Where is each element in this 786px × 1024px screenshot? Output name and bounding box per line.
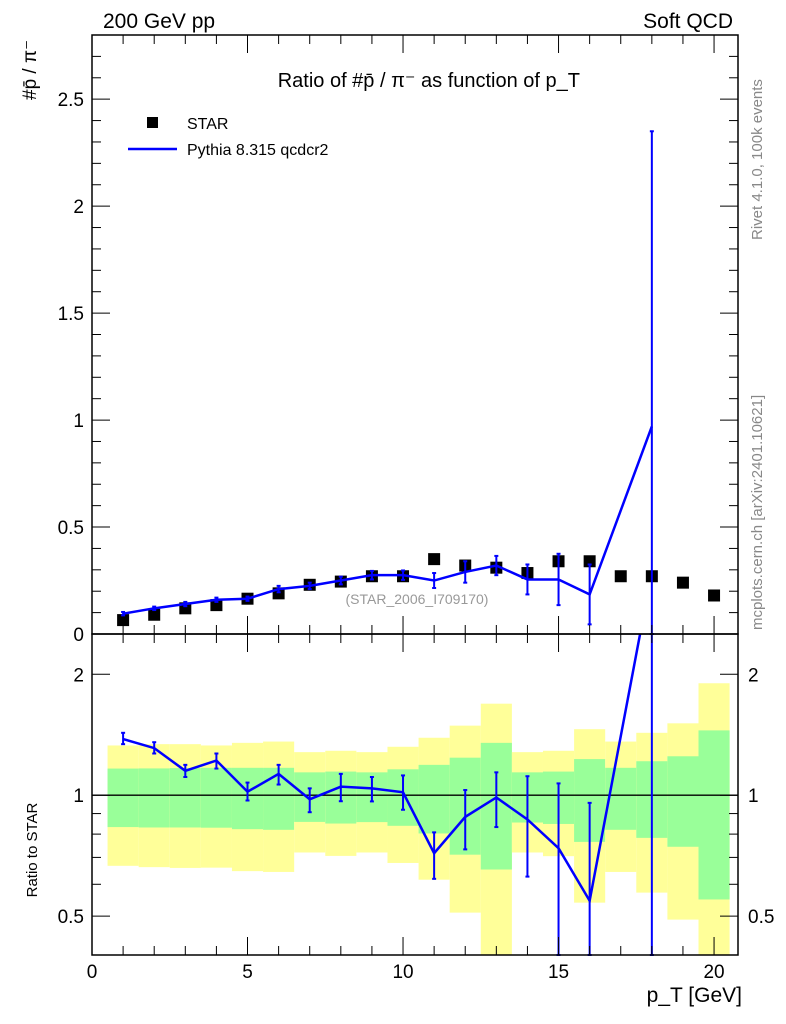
legend-star-marker bbox=[147, 117, 158, 128]
ratio-y-tick-label: 1 bbox=[73, 786, 84, 807]
star-data-point bbox=[210, 599, 223, 612]
top-y-axis-label: #p̄ / π⁻ bbox=[20, 40, 41, 100]
star-data-point bbox=[583, 555, 596, 568]
star-data-point bbox=[614, 570, 627, 583]
inner-uncertainty-band bbox=[107, 768, 139, 828]
y-tick-label: 2 bbox=[73, 197, 84, 218]
ratio-y-tick-label: 2 bbox=[73, 665, 84, 686]
star-data-point bbox=[148, 608, 161, 621]
mcplots-label: mcplots.cern.ch [arXiv:2401.10621] bbox=[749, 395, 766, 630]
ratio-y-tick-label: 0.5 bbox=[58, 907, 84, 928]
ratio-y-tick-label-right: 1 bbox=[748, 786, 759, 807]
legend-pythia-label: Pythia 8.315 qcdcr2 bbox=[187, 142, 329, 159]
inner-uncertainty-band bbox=[605, 767, 637, 830]
star-data-point bbox=[117, 614, 130, 627]
pythia-line bbox=[122, 426, 654, 615]
y-tick-label: 1.5 bbox=[58, 304, 84, 325]
header-left: 200 GeV pp bbox=[103, 10, 215, 33]
star-data-point bbox=[676, 576, 689, 589]
inner-uncertainty-band bbox=[698, 730, 730, 900]
x-tick-label: 20 bbox=[703, 962, 724, 983]
inner-uncertainty-band bbox=[418, 764, 450, 834]
star-data-point bbox=[708, 589, 721, 602]
ratio-y-tick-label-right: 0.5 bbox=[748, 907, 774, 928]
y-tick-label: 0 bbox=[73, 625, 84, 646]
rivet-label: Rivet 4.1.0, 100k events bbox=[749, 79, 766, 240]
y-tick-label: 1 bbox=[73, 411, 84, 432]
star-data-point bbox=[428, 553, 441, 566]
x-tick-label: 5 bbox=[242, 962, 253, 983]
x-tick-label: 15 bbox=[548, 962, 569, 983]
x-axis-label: p_T [GeV] bbox=[647, 984, 742, 1007]
y-tick-label: 0.5 bbox=[58, 518, 84, 539]
y-tick-label: 2.5 bbox=[58, 90, 84, 111]
x-tick-label: 10 bbox=[392, 962, 413, 983]
inner-uncertainty-band bbox=[200, 767, 232, 828]
legend-star-label: STAR bbox=[187, 116, 228, 133]
ratio-y-tick-label-right: 2 bbox=[748, 665, 759, 686]
ratio-y-axis-label: Ratio to STAR bbox=[24, 802, 41, 897]
inner-uncertainty-band bbox=[169, 768, 201, 828]
inner-uncertainty-band bbox=[138, 768, 170, 828]
header-right: Soft QCD bbox=[643, 10, 733, 33]
analysis-watermark: (STAR_2006_I709170) bbox=[346, 591, 489, 607]
chart-title: Ratio of #p̄ / π⁻ as function of p_T bbox=[278, 70, 580, 92]
inner-uncertainty-band bbox=[667, 756, 699, 847]
ratio-plot-frame bbox=[91, 633, 739, 956]
x-tick-label: 0 bbox=[87, 962, 98, 983]
